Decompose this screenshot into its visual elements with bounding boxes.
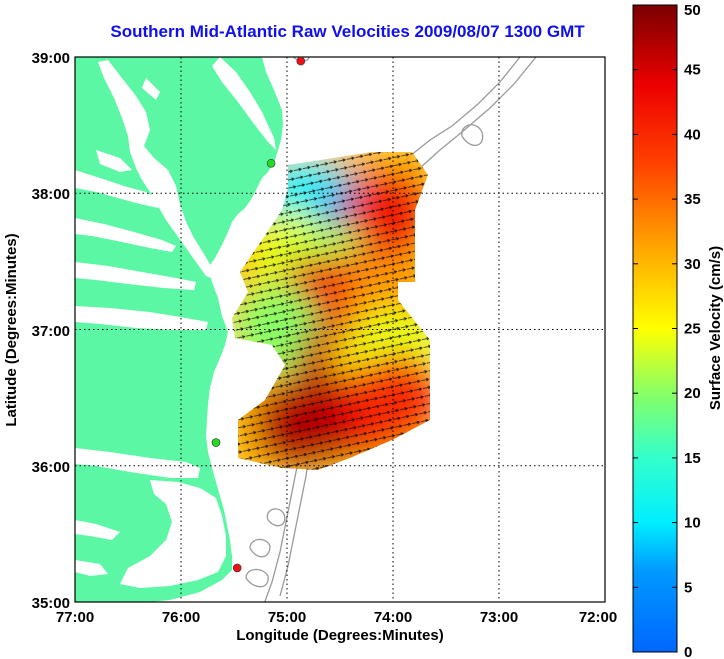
- station-marker-1: [266, 158, 276, 168]
- colorbar-tick-2: 40: [684, 126, 701, 143]
- y-tick-4: 35:00: [32, 595, 70, 612]
- y-tick-2: 37:00: [32, 323, 70, 340]
- colorbar-tick-4: 30: [684, 256, 701, 273]
- chesapeake-bay: [98, 60, 216, 280]
- y-tick-3: 36:00: [32, 459, 70, 476]
- albemarle-sound: [75, 448, 200, 478]
- map-title: Southern Mid-Atlantic Raw Velocities 200…: [110, 22, 585, 41]
- radar-stations: [211, 56, 306, 573]
- x-tick-0: 77:00: [56, 609, 94, 626]
- pamlico-sound: [120, 480, 226, 588]
- x-tick-3: 74:00: [374, 609, 412, 626]
- y-tick-0: 39:00: [32, 50, 70, 67]
- colorbar-label: Surface Velocity (cm/s): [707, 246, 724, 410]
- colorbar-tick-10: 0: [684, 644, 692, 659]
- x-tick-4: 73:00: [480, 609, 518, 626]
- grid-lines: [75, 57, 605, 602]
- colorbar-tick-7: 15: [684, 450, 701, 467]
- delaware-bay: [212, 57, 276, 150]
- colorbar-tick-1: 45: [684, 62, 701, 79]
- colorbar-tick-0: 50: [684, 2, 701, 19]
- station-marker-2: [211, 438, 221, 447]
- x-axis-label: Longitude (Degrees:Minutes): [236, 627, 444, 644]
- colorbar-tick-9: 5: [684, 579, 692, 596]
- y-axis-label: Latitude (Degrees:Minutes): [3, 233, 20, 426]
- colorbar-tick-8: 10: [684, 515, 701, 532]
- y-tick-1: 38:00: [32, 186, 70, 203]
- x-tick-2: 75:00: [268, 609, 306, 626]
- colorbar: [632, 4, 678, 653]
- x-tick-1: 76:00: [162, 609, 200, 626]
- station-marker-3: [232, 563, 242, 573]
- x-tick-5: 72:00: [579, 609, 617, 626]
- plot-frame: [74, 56, 606, 603]
- colorbar-tick-5: 25: [684, 321, 701, 338]
- station-marker-0: [296, 56, 306, 66]
- colorbar-tick-3: 35: [684, 191, 701, 208]
- colorbar-tick-6: 20: [684, 385, 701, 402]
